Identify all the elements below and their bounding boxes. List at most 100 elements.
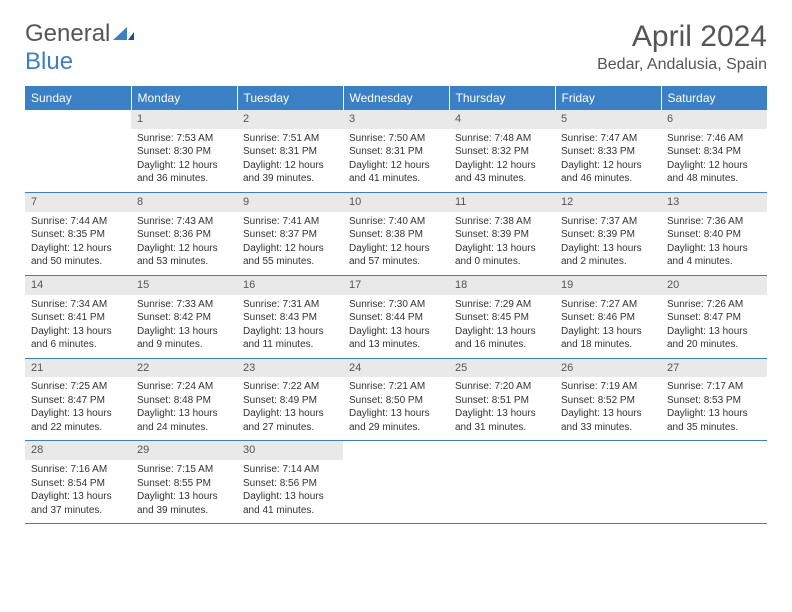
day-number-row: 78910111213 [25,192,767,211]
day-content-row: Sunrise: 7:34 AMSunset: 8:41 PMDaylight:… [25,295,767,359]
day-cell: Sunrise: 7:29 AMSunset: 8:45 PMDaylight:… [449,295,555,359]
daylight-text: and 22 minutes. [31,421,125,435]
sunset-text: Sunset: 8:49 PM [243,394,337,408]
day-number: 8 [131,192,237,211]
sunset-text: Sunset: 8:31 PM [243,145,337,159]
day-number: 15 [131,275,237,294]
sunrise-text: Sunrise: 7:15 AM [137,463,231,477]
sunrise-text: Sunrise: 7:34 AM [31,298,125,312]
day-cell: Sunrise: 7:38 AMSunset: 8:39 PMDaylight:… [449,212,555,276]
daylight-text: and 29 minutes. [349,421,443,435]
sunset-text: Sunset: 8:44 PM [349,311,443,325]
sunrise-text: Sunrise: 7:50 AM [349,132,443,146]
calendar-table: Sunday Monday Tuesday Wednesday Thursday… [25,86,767,524]
day-cell: Sunrise: 7:14 AMSunset: 8:56 PMDaylight:… [237,460,343,524]
day-number: 18 [449,275,555,294]
day-cell: Sunrise: 7:25 AMSunset: 8:47 PMDaylight:… [25,377,131,441]
daylight-text: and 55 minutes. [243,255,337,269]
daylight-text: and 18 minutes. [561,338,655,352]
daylight-text: Daylight: 12 hours [667,159,761,173]
day-number: 26 [555,358,661,377]
day-cell: Sunrise: 7:22 AMSunset: 8:49 PMDaylight:… [237,377,343,441]
day-number: 1 [131,110,237,129]
daylight-text: and 9 minutes. [137,338,231,352]
daylight-text: Daylight: 13 hours [137,407,231,421]
daylight-text: Daylight: 12 hours [137,159,231,173]
sunset-text: Sunset: 8:39 PM [561,228,655,242]
daylight-text: Daylight: 13 hours [667,325,761,339]
day-cell: Sunrise: 7:24 AMSunset: 8:48 PMDaylight:… [131,377,237,441]
daylight-text: Daylight: 12 hours [349,159,443,173]
day-cell: Sunrise: 7:51 AMSunset: 8:31 PMDaylight:… [237,129,343,193]
daylight-text: and 0 minutes. [455,255,549,269]
day-cell [661,460,767,524]
day-number [449,441,555,460]
day-cell: Sunrise: 7:46 AMSunset: 8:34 PMDaylight:… [661,129,767,193]
sunrise-text: Sunrise: 7:24 AM [137,380,231,394]
day-number-row: 14151617181920 [25,275,767,294]
logo-text-1: General [25,20,110,47]
sunrise-text: Sunrise: 7:47 AM [561,132,655,146]
day-header: Sunday [25,86,131,110]
sunset-text: Sunset: 8:47 PM [667,311,761,325]
sunset-text: Sunset: 8:54 PM [31,477,125,491]
daylight-text: and 31 minutes. [455,421,549,435]
day-number: 21 [25,358,131,377]
day-number: 16 [237,275,343,294]
sunrise-text: Sunrise: 7:25 AM [31,380,125,394]
day-cell: Sunrise: 7:16 AMSunset: 8:54 PMDaylight:… [25,460,131,524]
day-number: 12 [555,192,661,211]
day-number: 10 [343,192,449,211]
day-cell: Sunrise: 7:36 AMSunset: 8:40 PMDaylight:… [661,212,767,276]
day-cell: Sunrise: 7:47 AMSunset: 8:33 PMDaylight:… [555,129,661,193]
sunrise-text: Sunrise: 7:22 AM [243,380,337,394]
sunset-text: Sunset: 8:47 PM [31,394,125,408]
day-number: 24 [343,358,449,377]
location-text: Bedar, Andalusia, Spain [597,56,767,74]
daylight-text: and 50 minutes. [31,255,125,269]
daylight-text: Daylight: 12 hours [561,159,655,173]
daylight-text: Daylight: 13 hours [31,490,125,504]
daylight-text: and 35 minutes. [667,421,761,435]
day-content-row: Sunrise: 7:25 AMSunset: 8:47 PMDaylight:… [25,377,767,441]
sunset-text: Sunset: 8:53 PM [667,394,761,408]
sunrise-text: Sunrise: 7:29 AM [455,298,549,312]
daylight-text: Daylight: 12 hours [243,159,337,173]
daylight-text: and 41 minutes. [349,172,443,186]
month-title: April 2024 [597,20,767,54]
day-cell: Sunrise: 7:31 AMSunset: 8:43 PMDaylight:… [237,295,343,359]
day-number: 23 [237,358,343,377]
day-number [25,110,131,129]
daylight-text: and 53 minutes. [137,255,231,269]
sunrise-text: Sunrise: 7:43 AM [137,215,231,229]
day-number: 13 [661,192,767,211]
day-number: 4 [449,110,555,129]
sunrise-text: Sunrise: 7:27 AM [561,298,655,312]
day-cell: Sunrise: 7:21 AMSunset: 8:50 PMDaylight:… [343,377,449,441]
daylight-text: Daylight: 13 hours [137,490,231,504]
daylight-text: Daylight: 13 hours [243,490,337,504]
sunrise-text: Sunrise: 7:40 AM [349,215,443,229]
daylight-text: Daylight: 12 hours [137,242,231,256]
sunset-text: Sunset: 8:37 PM [243,228,337,242]
day-cell: Sunrise: 7:33 AMSunset: 8:42 PMDaylight:… [131,295,237,359]
sunrise-text: Sunrise: 7:14 AM [243,463,337,477]
day-cell: Sunrise: 7:26 AMSunset: 8:47 PMDaylight:… [661,295,767,359]
day-number: 7 [25,192,131,211]
daylight-text: and 33 minutes. [561,421,655,435]
sunset-text: Sunset: 8:42 PM [137,311,231,325]
day-content-row: Sunrise: 7:16 AMSunset: 8:54 PMDaylight:… [25,460,767,524]
day-content-row: Sunrise: 7:53 AMSunset: 8:30 PMDaylight:… [25,129,767,193]
day-cell [343,460,449,524]
day-number: 27 [661,358,767,377]
day-number [661,441,767,460]
daylight-text: Daylight: 13 hours [31,407,125,421]
day-header: Monday [131,86,237,110]
daylight-text: Daylight: 13 hours [243,407,337,421]
daylight-text: and 36 minutes. [137,172,231,186]
day-cell: Sunrise: 7:43 AMSunset: 8:36 PMDaylight:… [131,212,237,276]
daylight-text: Daylight: 12 hours [455,159,549,173]
day-cell [25,129,131,193]
day-cell: Sunrise: 7:50 AMSunset: 8:31 PMDaylight:… [343,129,449,193]
day-number: 5 [555,110,661,129]
